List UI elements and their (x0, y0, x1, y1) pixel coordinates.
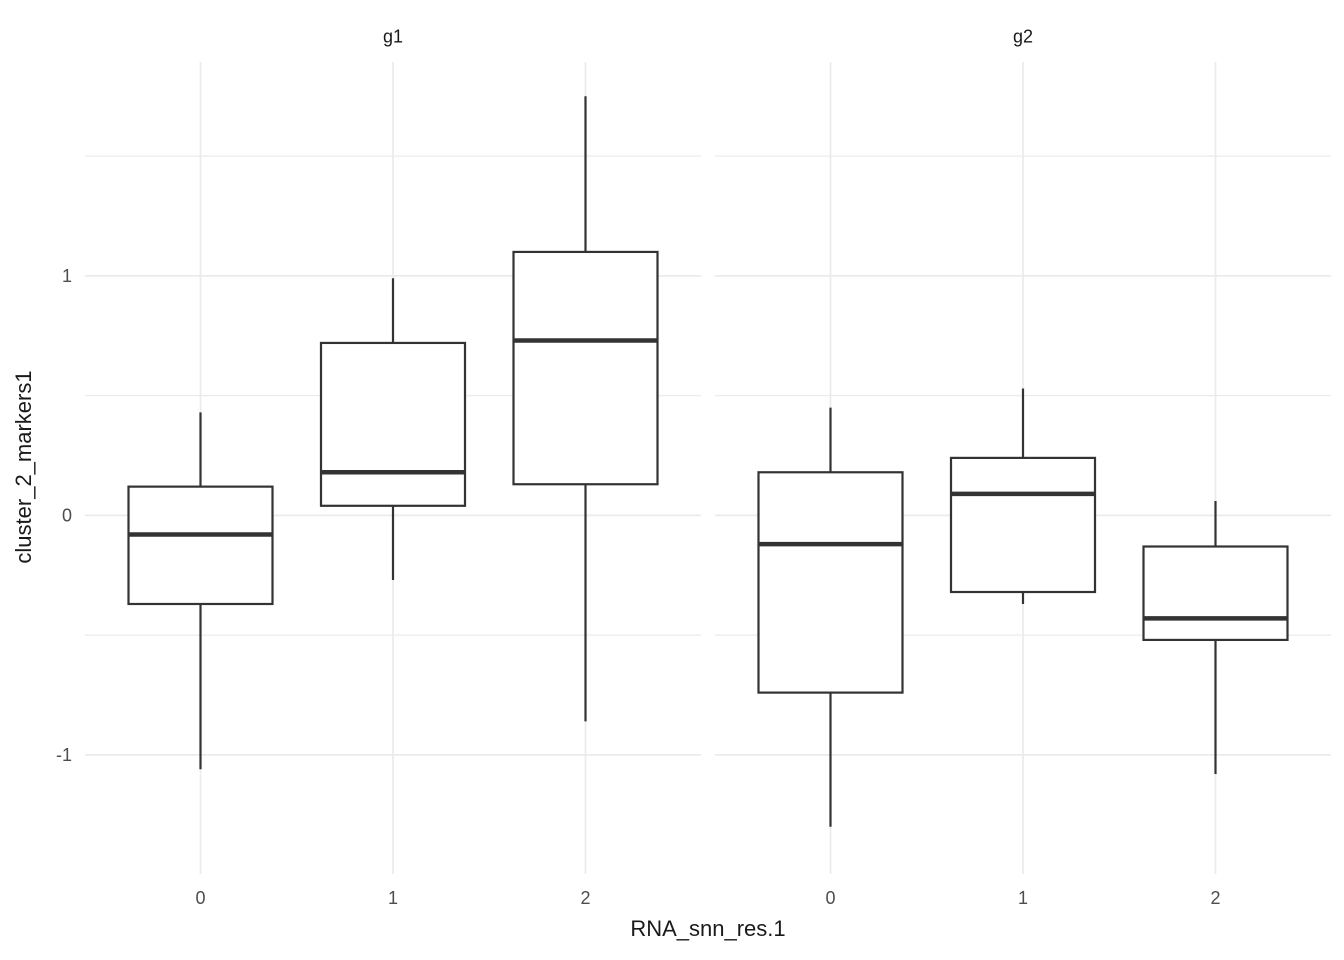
x-axis-title: RNA_snn_res.1 (630, 916, 786, 941)
x-tick-label: 2 (1210, 888, 1220, 908)
box (757, 471, 904, 694)
x-tick-label: 2 (580, 888, 590, 908)
panel-g1: 0 1 2 (85, 62, 701, 908)
box (512, 250, 659, 486)
facet-strip-g1: g1 (382, 26, 404, 47)
facet-strip-g2: g2 (1012, 26, 1034, 47)
box (319, 341, 467, 507)
y-tick-label: 0 (62, 505, 72, 525)
x-tick-label: 0 (195, 888, 205, 908)
boxplot-g2-0 (757, 407, 904, 827)
x-tick-label: 1 (1018, 888, 1028, 908)
box (949, 456, 1097, 594)
y-axis-title: cluster_2_markers1 (11, 370, 36, 564)
y-tick-label: 1 (62, 266, 72, 286)
boxplot-g2-2 (1142, 501, 1289, 775)
box (127, 485, 274, 606)
boxplot-g2-1 (949, 388, 1097, 604)
boxplot-g1-0 (127, 412, 274, 770)
y-tick-label: -1 (56, 745, 72, 765)
x-tick-label: 1 (388, 888, 398, 908)
boxplot-g1-2 (512, 96, 659, 722)
x-tick-label: 0 (825, 888, 835, 908)
box (1142, 545, 1289, 642)
panel-g2: 0 1 2 (715, 62, 1331, 908)
boxplot-g1-1 (319, 278, 467, 581)
